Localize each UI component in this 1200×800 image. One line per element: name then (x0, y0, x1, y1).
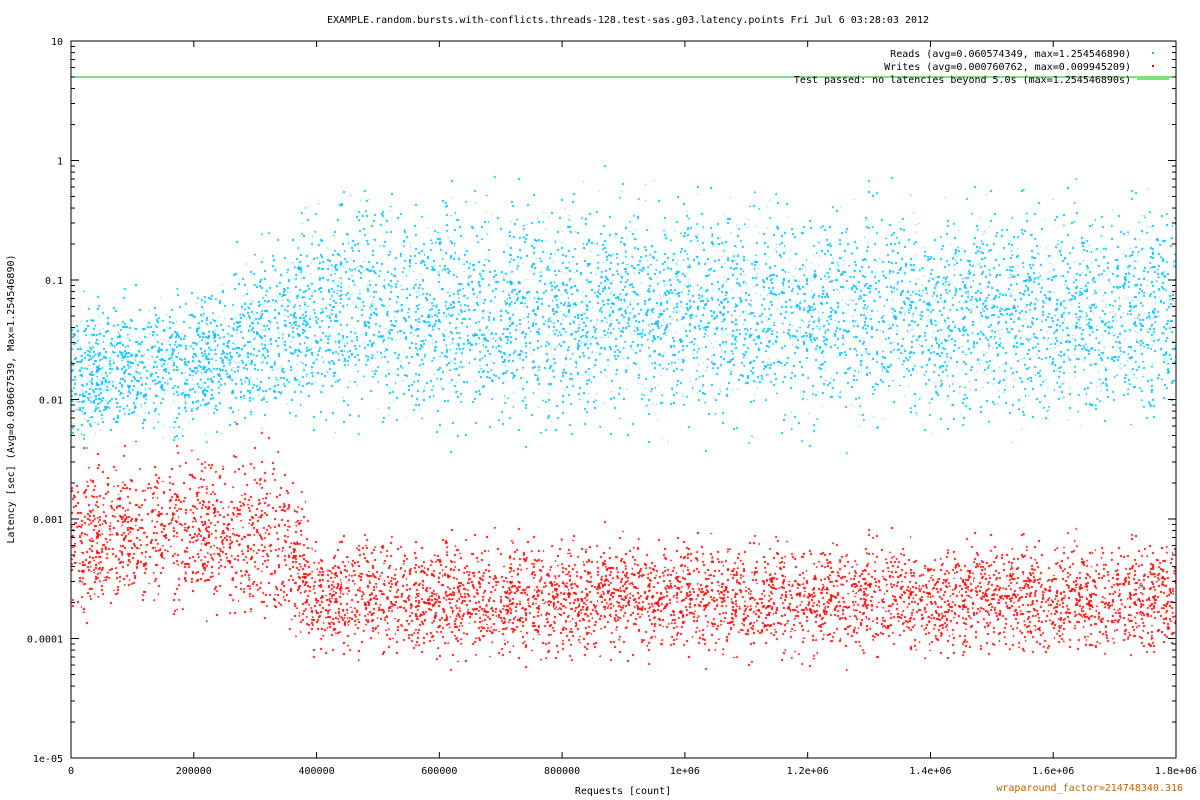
x-axis-label: Requests [count] (575, 786, 671, 797)
x-tick-label: 400000 (298, 766, 334, 777)
y-tick-label: 0.01 (39, 396, 63, 407)
legend-writes-swatch (1152, 65, 1154, 67)
scatter-points (71, 41, 1176, 758)
x-tick-label: 0 (68, 766, 74, 777)
x-tick-label: 1.4e+06 (909, 766, 951, 777)
legend-threshold-label: Test passed: no latencies beyond 5.0s (m… (794, 75, 1131, 86)
scatter-points-raster (71, 41, 1176, 758)
y-tick-label: 0.0001 (27, 635, 63, 646)
y-tick-label: 10 (51, 37, 63, 48)
chart-title: EXAMPLE.random.bursts.with-conflicts.thr… (327, 15, 929, 26)
y-tick-label: 0.1 (45, 276, 63, 287)
y-axis-label: Latency [sec] (Avg=0.030667539, Max=1.25… (6, 255, 17, 544)
x-tick-label: 1.2e+06 (787, 766, 829, 777)
x-tick-label: 600000 (421, 766, 457, 777)
wraparound-annotation: wraparound_factor=214748340.316 (996, 783, 1183, 794)
legend-reads-swatch (1152, 52, 1154, 54)
x-axis-ticks: 0 200000 400000 600000 800000 1e+06 1.2e+06 1.4… (68, 41, 1197, 777)
y-tick-label: 1e-05 (33, 754, 63, 765)
x-tick-label: 1e+06 (670, 766, 700, 777)
x-tick-label: 800000 (544, 766, 580, 777)
legend: Reads (avg=0.060574349, max=1.254546890)… (794, 49, 1169, 86)
y-tick-label: 0.001 (33, 515, 63, 526)
legend-writes-label: Writes (avg=0.000760762, max=0.009945209… (884, 62, 1131, 73)
legend-reads-label: Reads (avg=0.060574349, max=1.254546890) (890, 49, 1131, 60)
x-tick-label: 1.6e+06 (1032, 766, 1074, 777)
x-tick-label: 200000 (176, 766, 212, 777)
y-tick-label: 1 (57, 157, 63, 168)
x-tick-label: 1.8e+06 (1155, 766, 1197, 777)
y-axis-ticks: 10 1 0.1 0.01 0.001 0.0001 1e-05 (27, 37, 1176, 765)
